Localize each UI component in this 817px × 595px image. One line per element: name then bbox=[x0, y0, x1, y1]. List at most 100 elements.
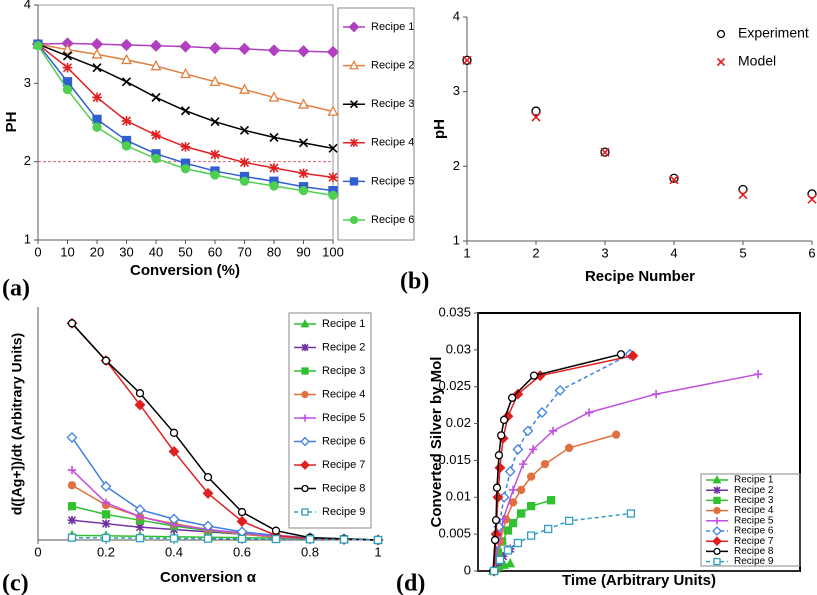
marker bbox=[669, 173, 679, 183]
legend-marker bbox=[349, 100, 359, 109]
marker bbox=[180, 67, 191, 79]
marker bbox=[305, 535, 315, 544]
y-axis-title: d([Ag+])/dt (Arbitrary Units) bbox=[9, 333, 25, 515]
marker bbox=[544, 524, 553, 534]
legend-marker bbox=[349, 138, 359, 147]
x-axis-title: Conversion (%) bbox=[130, 262, 240, 279]
marker bbox=[505, 558, 516, 568]
x-tick-label: 0 bbox=[34, 544, 41, 559]
legend-marker bbox=[713, 557, 721, 566]
legend-label: Recipe 2 bbox=[734, 485, 774, 496]
marker bbox=[169, 428, 179, 437]
marker bbox=[328, 190, 338, 201]
marker bbox=[92, 122, 102, 132]
y-tick-label: 0.025 bbox=[438, 378, 471, 393]
marker bbox=[327, 105, 339, 116]
marker bbox=[503, 546, 513, 555]
marker bbox=[92, 114, 102, 125]
marker bbox=[67, 533, 77, 542]
legend-marker bbox=[713, 547, 721, 556]
marker bbox=[180, 164, 191, 174]
marker bbox=[807, 194, 817, 204]
marker bbox=[237, 507, 247, 517]
legend-marker bbox=[301, 414, 309, 422]
legend-label: Recipe 7 bbox=[322, 459, 365, 471]
marker bbox=[564, 516, 574, 526]
legend-label: Recipe 1 bbox=[734, 475, 774, 486]
y-tick-label: 2 bbox=[453, 158, 460, 173]
legend-box bbox=[337, 7, 415, 241]
legend-label: Recipe 1 bbox=[371, 21, 414, 33]
marker bbox=[239, 176, 250, 186]
x-tick-label: 3 bbox=[601, 245, 608, 260]
marker bbox=[269, 181, 279, 191]
panel-label: (a) bbox=[2, 276, 30, 302]
marker bbox=[531, 106, 541, 116]
legend-label: Recipe 6 bbox=[371, 214, 414, 226]
x-tick-label: 0.8 bbox=[301, 544, 319, 559]
marker bbox=[209, 75, 221, 87]
marker bbox=[669, 175, 679, 185]
marker bbox=[67, 465, 77, 475]
marker bbox=[297, 45, 310, 58]
y-tick-label: 0.02 bbox=[446, 415, 471, 430]
x-tick-label: 40 bbox=[149, 244, 163, 259]
legend-marker bbox=[301, 484, 309, 493]
marker bbox=[504, 466, 516, 477]
marker bbox=[203, 472, 213, 482]
marker bbox=[236, 515, 248, 527]
x-tick-label: 2 bbox=[532, 245, 539, 260]
panel: 0 0.005 0.01 0.015 0.02 0.025 0.03 0.035 Recipe … bbox=[396, 304, 801, 595]
marker bbox=[518, 459, 528, 469]
marker bbox=[101, 356, 111, 365]
marker bbox=[210, 117, 220, 127]
marker bbox=[499, 415, 509, 425]
marker bbox=[626, 509, 636, 518]
marker bbox=[554, 384, 566, 396]
marker bbox=[134, 399, 146, 411]
marker bbox=[529, 371, 539, 380]
marker bbox=[208, 41, 222, 55]
marker bbox=[91, 48, 103, 59]
y-tick-label: 1 bbox=[24, 231, 31, 246]
marker bbox=[526, 472, 536, 481]
marker bbox=[269, 163, 279, 173]
panel: 1 2 3 4 1 2 3 4 5 6 Experiment Model Recipe Number pH… bbox=[400, 8, 817, 295]
x-tick-label: 30 bbox=[119, 244, 133, 259]
legend-label: Recipe 4 bbox=[734, 505, 774, 516]
marker bbox=[540, 459, 550, 469]
marker bbox=[101, 533, 111, 543]
x-tick-label: 70 bbox=[237, 244, 251, 259]
marker bbox=[210, 149, 220, 160]
legend-label: Recipe 3 bbox=[734, 495, 774, 506]
marker bbox=[807, 189, 817, 199]
marker bbox=[271, 526, 281, 535]
y-axis-title: pH bbox=[431, 119, 448, 139]
panel: 0 0.2 0.4 0.6 0.8 1 Recipe 1 Recipe 2 Recipe 3 Re… bbox=[2, 307, 384, 595]
marker bbox=[237, 534, 247, 543]
marker bbox=[616, 350, 626, 359]
legend-label: Recipe 5 bbox=[734, 515, 774, 526]
y-tick-label: 3 bbox=[453, 83, 460, 98]
y-axis-title: PH bbox=[3, 112, 20, 133]
series-line bbox=[37, 43, 334, 150]
y-tick-label: 0.015 bbox=[438, 452, 471, 467]
marker bbox=[522, 425, 534, 437]
marker bbox=[339, 535, 349, 544]
marker bbox=[512, 443, 524, 455]
marker bbox=[531, 112, 541, 122]
marker bbox=[298, 185, 309, 196]
legend-label: Recipe 1 bbox=[322, 318, 365, 330]
legend-label: Recipe 5 bbox=[322, 412, 365, 424]
marker bbox=[584, 408, 594, 417]
marker bbox=[513, 538, 523, 548]
y-tick-label: 4 bbox=[453, 8, 460, 23]
marker bbox=[627, 350, 639, 362]
y-tick-label: 0 bbox=[464, 562, 471, 577]
x-tick-label: 90 bbox=[296, 244, 310, 259]
marker bbox=[67, 515, 77, 525]
marker bbox=[62, 43, 73, 54]
marker bbox=[151, 130, 161, 140]
